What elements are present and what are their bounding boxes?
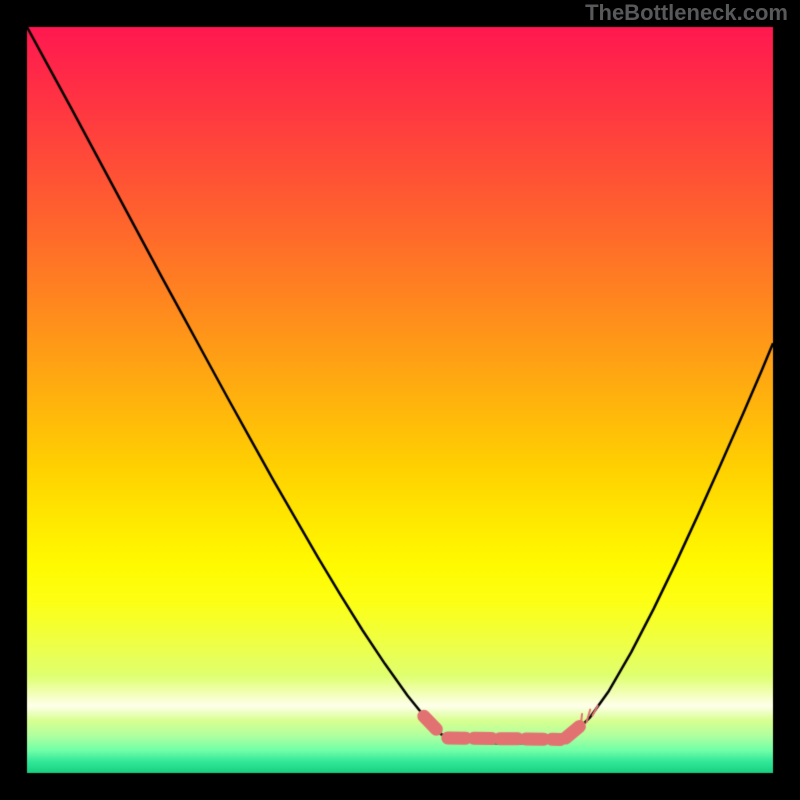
watermark-text: TheBottleneck.com: [585, 0, 788, 26]
bottleneck-chart: [0, 0, 800, 800]
